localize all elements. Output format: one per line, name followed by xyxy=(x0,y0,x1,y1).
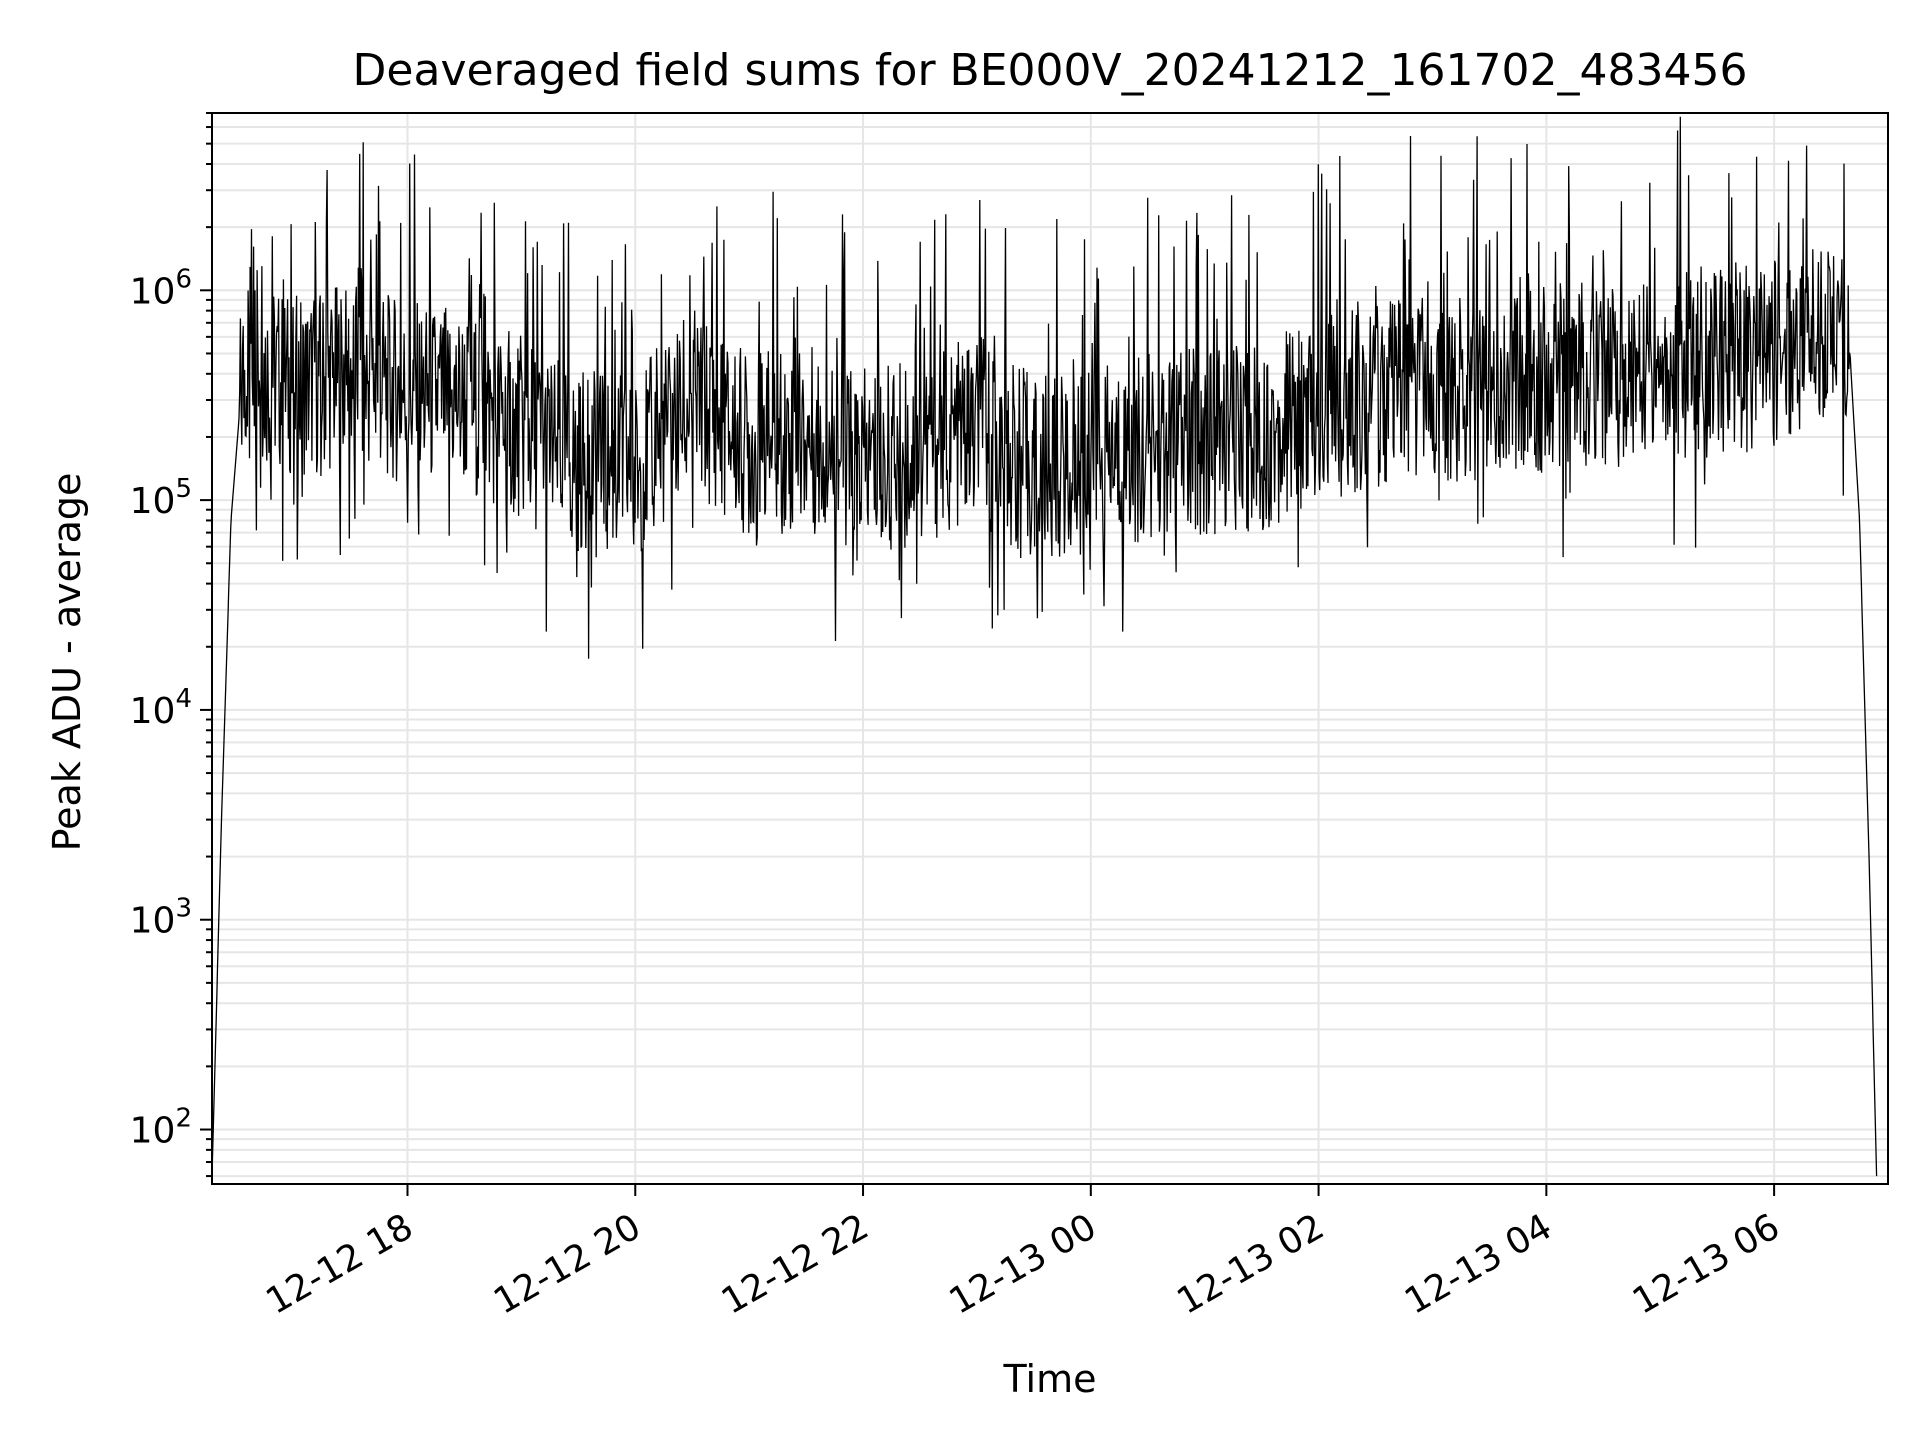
y-tick-exponent: 5 xyxy=(175,474,192,504)
y-tick-exponent: 4 xyxy=(175,684,192,714)
y-tick-base: 10 xyxy=(130,1111,176,1152)
y-tick-exponent: 3 xyxy=(175,894,192,924)
y-tick-label: 102 xyxy=(130,1104,192,1152)
y-tick-label: 104 xyxy=(130,684,192,732)
x-axis-label: Time xyxy=(1003,1357,1097,1401)
plot-area: 12-12 18 12-12 20 12-12 22 12-13 00 12-13 02… xyxy=(130,112,1889,1323)
series-line xyxy=(211,116,1878,1177)
series-layer xyxy=(211,116,1878,1177)
y-tick-label: 106 xyxy=(130,264,192,312)
y-tick-exponent: 2 xyxy=(175,1104,192,1134)
y-tick-exponent: 6 xyxy=(175,264,192,294)
plot-frame xyxy=(211,112,1889,1185)
y-tick-base: 10 xyxy=(130,901,176,942)
y-tick-base: 10 xyxy=(130,481,176,522)
y-tick-base: 10 xyxy=(130,271,176,312)
y-axis-label: Peak ADU - average xyxy=(45,473,89,852)
y-tick-label: 105 xyxy=(130,474,192,522)
y-tick-label: 103 xyxy=(130,894,192,942)
y-tick-base: 10 xyxy=(130,691,176,732)
chart-title: Deaveraged field sums for BE000V_2024121… xyxy=(353,45,1748,96)
